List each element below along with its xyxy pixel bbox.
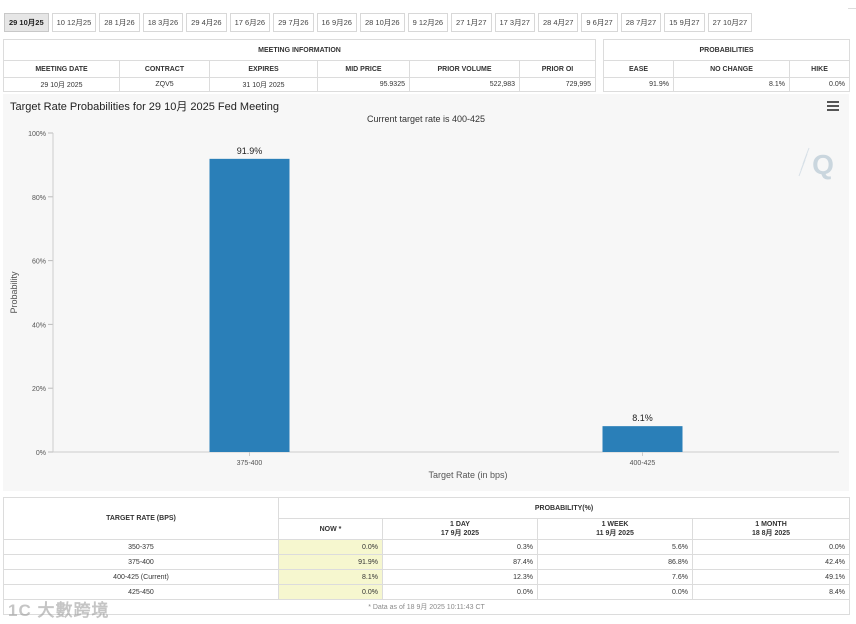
contract-value: ZQV5 [119,77,210,92]
chart-subtitle: Current target rate is 400-425 [366,114,486,124]
col-no-change: NO CHANGE [673,60,790,78]
col-contract: CONTRACT [119,60,210,78]
bar-value-label: 8.1% [632,413,653,423]
col-probability-group: PROBABILITY(%) [277,497,851,519]
svg-text:Q: Q [812,149,834,180]
col-hike: HIKE [788,60,851,78]
meeting-date-tabs: 29 10月25 10 12月25 28 1月26 18 3月26 29 4月26 17 … [4,13,753,32]
probability-cell: 91.9% [278,554,383,570]
col-prior-oi: PRIOR OI [518,60,597,78]
meeting-info-title: MEETING INFORMATION [2,39,597,61]
table-row: 425-450 0.0% 0.0% 0.0% 8.4% [3,584,851,600]
bar [602,426,683,452]
col-expires: EXPIRES [209,60,318,78]
target-rate-probability-table: TARGET RATE (BPS) PROBABILITY(%) NOW * 1… [2,497,851,615]
y-axis-title: Probability [9,271,19,314]
tab-meeting-date[interactable]: 18 3月26 [142,13,184,32]
tab-meeting-date[interactable]: 15 9月27 [664,13,705,32]
col-ease: EASE [603,60,674,78]
y-tick-label: 100% [28,131,46,138]
probability-cell: 8.4% [691,584,851,600]
probability-cell: 0.0% [691,539,851,555]
tab-meeting-date[interactable]: 27 10月27 [707,13,753,32]
table-row: 350-375 0.0% 0.3% 5.6% 0.0% [3,539,851,555]
probability-cell: 87.4% [382,554,538,570]
tab-meeting-date[interactable]: 28 4月27 [537,13,579,32]
table-row: 400-425 (Current) 8.1% 12.3% 7.6% 49.1% [3,569,851,585]
probability-cell: 12.3% [382,569,538,585]
tab-meeting-date[interactable]: 17 3月27 [494,13,535,32]
tab-meeting-date[interactable]: 17 6月26 [229,13,271,32]
hamburger-menu-icon[interactable] [827,101,839,111]
prior-oi-value: 729,995 [518,77,597,92]
y-tick-label: 20% [32,386,46,393]
tab-meeting-date[interactable]: 29 7月26 [273,13,314,32]
tab-meeting-date[interactable]: 9 6月27 [581,13,618,32]
probability-cell: 0.0% [278,539,383,555]
chart-panel: Target Rate Probabilities for 29 10月 202… [3,94,849,491]
probability-cell: 0.0% [278,584,383,600]
col-prior-volume: PRIOR VOLUME [409,60,520,78]
probability-cell: 0.3% [382,539,538,555]
y-tick-label: 80% [32,195,46,202]
col-1-week: 1 WEEK 11 9月 2025 [537,518,693,540]
y-tick-label: 40% [32,322,46,329]
meeting-information-table: MEETING INFORMATION MEETING DATE CONTRAC… [2,39,597,92]
bar [209,158,290,452]
hike-value: 0.0% [788,77,851,92]
mid-price-value: 95.9325 [317,77,410,92]
tab-meeting-date[interactable]: 16 9月26 [316,13,357,32]
table-row: 29 10月 2025 ZQV5 31 10月 2025 95.9325 522… [3,77,597,92]
tab-meeting-date[interactable]: 9 12月26 [407,13,449,32]
ease-value: 91.9% [603,77,674,92]
probability-cell: 86.8% [537,554,693,570]
probability-cell: 42.4% [691,554,851,570]
tab-meeting-date[interactable]: 10 12月25 [51,13,97,32]
tab-meeting-date[interactable]: 28 7月27 [620,13,662,32]
col-1-month: 1 MONTH 18 8月 2025 [691,518,851,540]
tab-meeting-date[interactable]: 29 10月25 [4,13,49,32]
probability-cell: 0.0% [537,584,693,600]
col-target-rate: TARGET RATE (BPS) [3,497,279,540]
probability-cell: 8.1% [278,569,383,585]
tab-meeting-date[interactable]: 29 4月26 [186,13,227,32]
y-tick-label: 0% [36,450,46,457]
probability-cell: 5.6% [537,539,693,555]
meeting-date-value: 29 10月 2025 [3,77,120,92]
tab-meeting-date[interactable]: 28 10月26 [359,13,405,32]
x-tick-label: 375-400 [237,460,263,467]
bar-value-label: 91.9% [237,146,263,156]
divider [848,8,856,9]
chart-title: Target Rate Probabilities for 29 10月 202… [10,101,280,113]
x-axis-title: Target Rate (in bps) [428,470,507,480]
prior-volume-value: 522,983 [409,77,520,92]
tab-meeting-date[interactable]: 27 1月27 [451,13,492,32]
col-meeting-date: MEETING DATE [3,60,120,78]
col-now: NOW * [278,518,383,540]
tab-meeting-date[interactable]: 28 1月26 [99,13,140,32]
probability-cell: 49.1% [691,569,851,585]
target-rate-cell: 350-375 [3,539,279,555]
watermark: 1C 大數跨境 [8,601,110,620]
probabilities-table: PROBABILITIES EASE NO CHANGE HIKE 91.9% … [602,39,851,92]
expires-value: 31 10月 2025 [209,77,318,92]
probability-cell: 0.0% [382,584,538,600]
y-tick-label: 60% [32,259,46,266]
probability-cell: 7.6% [537,569,693,585]
target-rate-cell: 400-425 (Current) [3,569,279,585]
data-footnote: * Data as of 18 9月 2025 10:11:43 CT [2,599,851,615]
x-tick-label: 400-425 [630,460,656,467]
table-row: 91.9% 8.1% 0.0% [603,77,851,92]
table-row: 375-400 91.9% 87.4% 86.8% 42.4% [3,554,851,570]
target-rate-cell: 375-400 [3,554,279,570]
bar-chart: 0% 20% 40% 60% 80% 100% 91.9% 375-400 8.1% 400-42… [9,131,839,480]
no-change-value: 8.1% [673,77,790,92]
quikstrike-q-logo-icon: Q [798,147,834,180]
col-mid-price: MID PRICE [317,60,410,78]
col-1-day: 1 DAY 17 9月 2025 [382,518,538,540]
probabilities-title: PROBABILITIES [602,39,851,61]
